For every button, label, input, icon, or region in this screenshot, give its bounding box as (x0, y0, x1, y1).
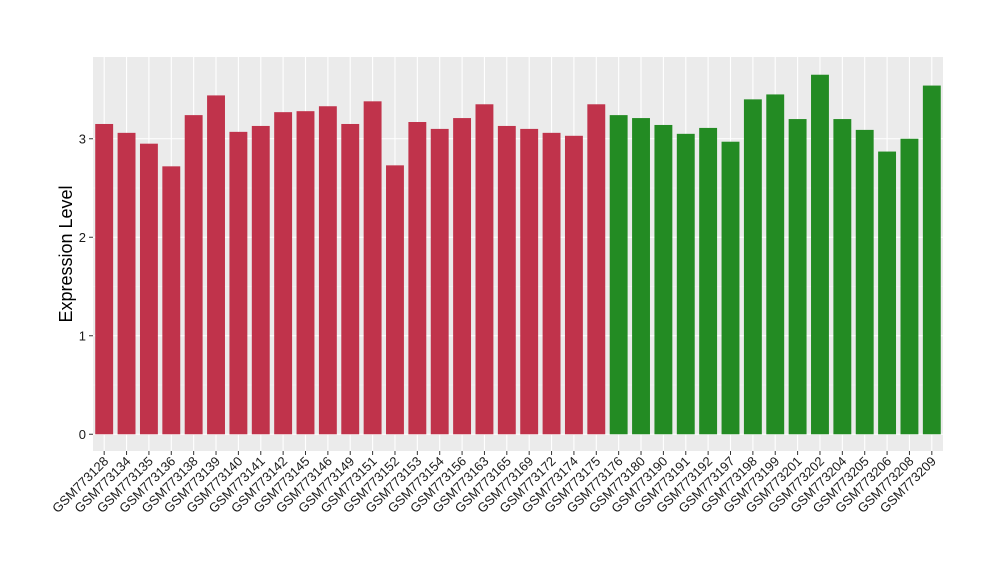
bar-GSM773154 (430, 128, 449, 435)
bar-GSM773201 (788, 119, 807, 435)
bar-GSM773172 (542, 132, 561, 435)
bar-GSM773142 (274, 112, 293, 435)
x-axis: GSM773128GSM773134GSM773135GSM773136GSM7… (49, 451, 939, 516)
bar-GSM773152 (386, 165, 404, 435)
bar-GSM773141 (251, 125, 270, 435)
bar-GSM773135 (139, 143, 158, 435)
bar-GSM773204 (833, 119, 852, 435)
bar-GSM773169 (520, 128, 539, 435)
bar-GSM773146 (318, 106, 337, 435)
y-axis-title: Expression Level (56, 185, 76, 322)
bar-GSM773199 (766, 94, 785, 435)
bar-GSM773128 (95, 123, 114, 435)
bar-GSM773145 (296, 111, 315, 435)
bar-GSM773165 (497, 125, 516, 435)
bar-GSM773198 (743, 99, 762, 435)
y-tick-label: 2 (79, 230, 86, 245)
bar-GSM773174 (564, 135, 583, 435)
bar-GSM773138 (184, 115, 203, 435)
bar-GSM773190 (654, 124, 673, 435)
bar-GSM773163 (475, 104, 494, 435)
bar-GSM773175 (587, 104, 606, 435)
y-axis: 0 1 2 3 (79, 131, 93, 442)
bar-GSM773208 (900, 138, 919, 435)
bar-GSM773151 (363, 101, 382, 435)
bar-GSM773136 (162, 166, 181, 435)
bar-GSM773202 (811, 74, 829, 435)
bar-GSM773176 (609, 115, 628, 435)
y-tick-label: 3 (79, 131, 86, 146)
bar-GSM773205 (855, 129, 874, 435)
bars (95, 74, 941, 435)
bar-GSM773206 (878, 151, 897, 435)
y-tick-label: 1 (79, 328, 86, 343)
bar-GSM773197 (721, 141, 740, 435)
bar-GSM773156 (453, 118, 472, 435)
bar-GSM773140 (229, 131, 248, 435)
bar-GSM773139 (207, 95, 225, 435)
y-tick-label: 0 (79, 427, 86, 442)
bar-GSM773134 (117, 132, 136, 435)
bar-GSM773191 (676, 133, 695, 435)
bar-GSM773153 (408, 122, 427, 435)
bar-GSM773149 (341, 123, 360, 435)
bar-GSM773209 (922, 85, 941, 435)
bar-GSM773192 (699, 127, 718, 435)
bar-GSM773180 (632, 118, 650, 435)
